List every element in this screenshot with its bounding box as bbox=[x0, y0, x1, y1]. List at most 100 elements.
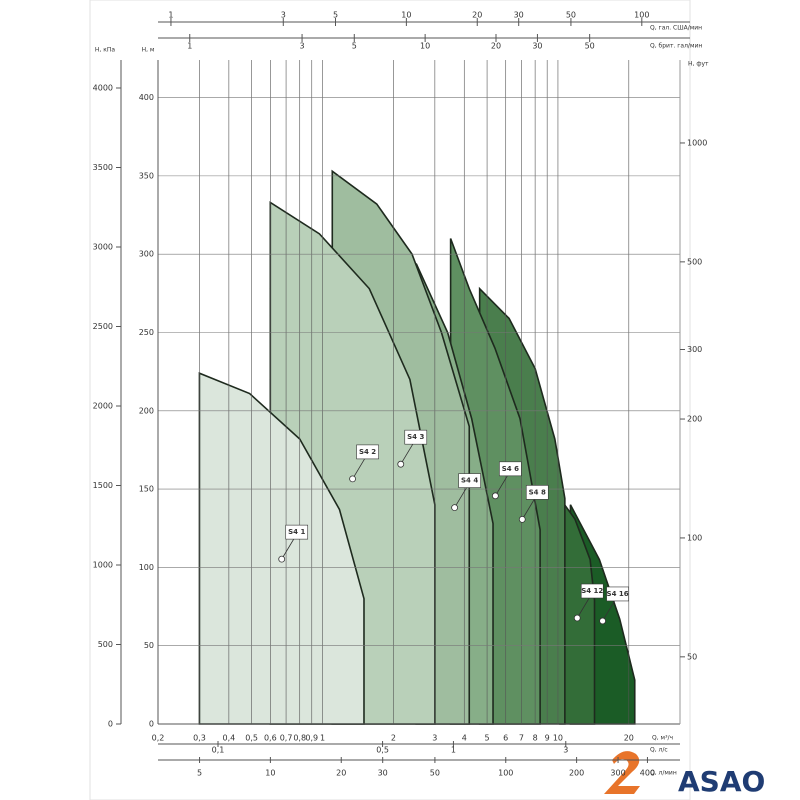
label-point bbox=[599, 617, 606, 625]
top-tick-label: 5 bbox=[352, 42, 357, 51]
top-tick-label: 1 bbox=[187, 42, 192, 51]
y2-tick-label: 1000 bbox=[687, 138, 707, 147]
top-tick-label: 3 bbox=[281, 11, 286, 20]
x-tick-label: 8 bbox=[533, 734, 538, 743]
logo: ASAO bbox=[678, 765, 765, 798]
y2-tick-label: 50 bbox=[687, 652, 697, 661]
x-axis-label: Q, м³/ч bbox=[652, 735, 673, 742]
x-tick-label: 2 bbox=[391, 734, 396, 743]
bottom-axis-label: Q, л/с bbox=[650, 747, 668, 754]
y-kpa-tick-label: 3500 bbox=[93, 163, 113, 172]
series-label: S4 8 bbox=[529, 488, 546, 496]
label-point bbox=[451, 504, 459, 512]
label-point bbox=[278, 555, 286, 563]
label-box bbox=[285, 524, 309, 540]
y2-tick-label: 500 bbox=[687, 257, 702, 266]
x-tick-label: 3 bbox=[432, 734, 437, 743]
x-tick-label: 0,5 bbox=[245, 734, 258, 743]
x-tick-label: 1 bbox=[320, 734, 325, 743]
y-tick-label: 0 bbox=[149, 720, 154, 729]
bottom-tick-label: 300 bbox=[610, 769, 625, 778]
y-tick-label: 250 bbox=[139, 328, 154, 337]
label-leader bbox=[400, 443, 414, 465]
top-tick-label: 20 bbox=[472, 11, 482, 20]
series-label: S4 2 bbox=[359, 448, 376, 456]
y-kpa-tick-label: 0 bbox=[108, 720, 113, 729]
label-leader bbox=[454, 487, 467, 508]
label-box bbox=[356, 444, 379, 460]
label-leader bbox=[281, 538, 295, 560]
y-kpa-label: H, кПа bbox=[95, 47, 115, 54]
x-tick-label: 0,8 bbox=[293, 734, 306, 743]
bottom-tick-label: 1 bbox=[451, 746, 456, 755]
y-tick-label: 350 bbox=[139, 171, 154, 180]
top-tick-label: 50 bbox=[566, 11, 576, 20]
y2-tick-label: 300 bbox=[687, 345, 702, 354]
x-tick-label: 9 bbox=[545, 734, 550, 743]
top-tick-label: 10 bbox=[401, 11, 411, 20]
label-box bbox=[404, 429, 428, 445]
label-leader bbox=[495, 475, 508, 497]
label-leader bbox=[521, 499, 535, 520]
y-tick-label: 300 bbox=[139, 250, 154, 259]
x-tick-label: 7 bbox=[519, 734, 524, 743]
bottom-tick-label: 10 bbox=[265, 769, 275, 778]
x-tick-label: 0,4 bbox=[222, 734, 235, 743]
y-kpa-tick-label: 500 bbox=[98, 640, 113, 649]
x-tick-label: 20 bbox=[624, 734, 634, 743]
label-leader bbox=[352, 458, 365, 480]
label-point bbox=[573, 614, 581, 622]
x-tick-label: 6 bbox=[503, 734, 508, 743]
series-label: S4 4 bbox=[461, 477, 478, 485]
x-tick-label: 4 bbox=[462, 734, 467, 743]
label-point bbox=[349, 475, 356, 483]
y2-axis-label: H, фут bbox=[688, 61, 709, 68]
y-tick-label: 150 bbox=[139, 485, 154, 494]
bottom-tick-label: 0,1 bbox=[212, 746, 225, 755]
logo-mark bbox=[604, 751, 640, 794]
series-label: S4 12 bbox=[581, 587, 603, 595]
bottom-tick-label: 30 bbox=[378, 769, 388, 778]
y-tick-label: 200 bbox=[139, 406, 154, 415]
series-label: S4 16 bbox=[607, 590, 629, 598]
x-tick-label: 0,2 bbox=[152, 734, 165, 743]
top-axis-label: Q, брит. гал/мин bbox=[650, 43, 702, 50]
label-point bbox=[491, 492, 499, 500]
label-point bbox=[397, 460, 405, 468]
bottom-tick-label: 20 bbox=[336, 769, 346, 778]
label-leader bbox=[602, 600, 615, 622]
top-tick-label: 100 bbox=[634, 11, 649, 20]
y-kpa-tick-label: 1500 bbox=[93, 481, 113, 490]
y-tick-label: 100 bbox=[139, 563, 154, 572]
label-box bbox=[525, 485, 549, 500]
frame bbox=[89, 0, 691, 800]
top-tick-label: 3 bbox=[300, 42, 305, 51]
label-box bbox=[458, 473, 481, 488]
x-tick-label: 0,3 bbox=[193, 734, 206, 743]
top-tick-label: 20 bbox=[491, 42, 501, 51]
bottom-tick-label: 5 bbox=[197, 769, 202, 778]
y-axis-label: H, м bbox=[142, 47, 155, 54]
label-point bbox=[518, 515, 526, 523]
series-label: S4 3 bbox=[407, 433, 424, 441]
x-tick-label: 0,9 bbox=[305, 734, 318, 743]
series-label: S4 1 bbox=[288, 528, 305, 536]
bottom-axis-label: Q, л/мин bbox=[650, 770, 677, 777]
top-tick-label: 1 bbox=[168, 11, 173, 20]
bottom-tick-label: 200 bbox=[569, 769, 584, 778]
label-box bbox=[580, 583, 604, 599]
series-label: S4 6 bbox=[502, 465, 519, 473]
bottom-tick-label: 3 bbox=[563, 746, 568, 755]
x-tick-label: 0,7 bbox=[280, 734, 293, 743]
top-tick-label: 10 bbox=[420, 42, 430, 51]
y-kpa-tick-label: 1000 bbox=[93, 560, 113, 569]
pump-region bbox=[198, 372, 365, 725]
x-tick-label: 0,6 bbox=[264, 734, 277, 743]
label-leader bbox=[576, 597, 590, 619]
label-box bbox=[606, 586, 629, 602]
x-tick-label: 10 bbox=[553, 734, 563, 743]
y-kpa-tick-label: 4000 bbox=[93, 83, 113, 92]
bottom-tick-label: 0,5 bbox=[376, 746, 389, 755]
y2-tick-label: 100 bbox=[687, 533, 702, 542]
